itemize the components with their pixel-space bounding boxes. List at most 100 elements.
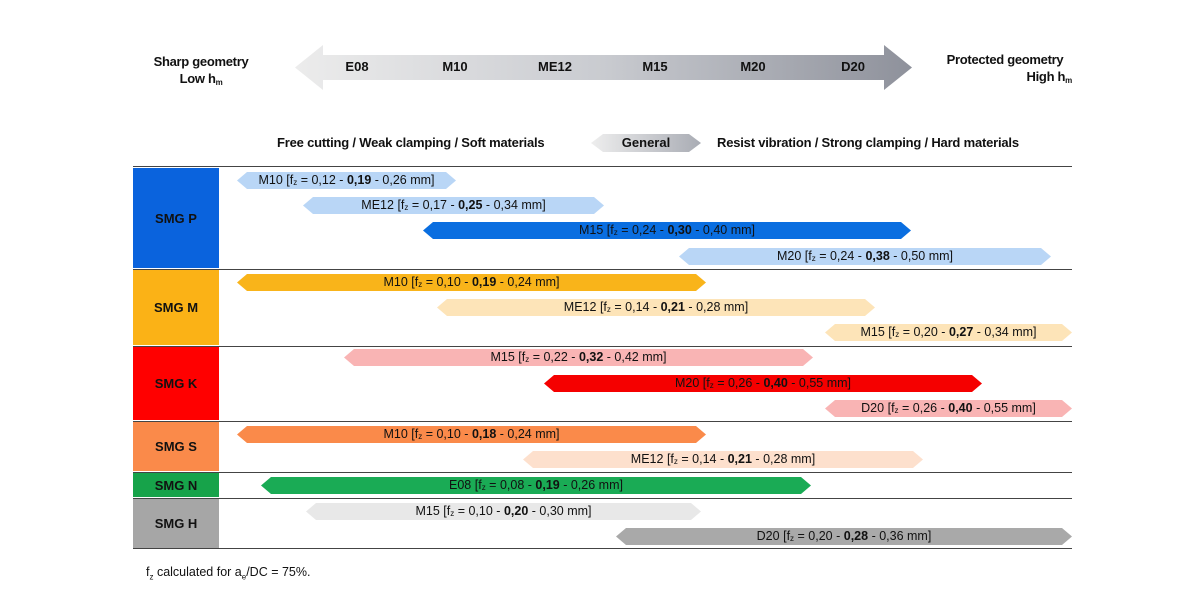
divider bbox=[133, 548, 1072, 549]
bracket: ] bbox=[619, 478, 623, 492]
fz-symbol: f bbox=[603, 300, 607, 314]
fz-symbol: f bbox=[400, 198, 405, 212]
fz-max: 0,28 bbox=[763, 452, 788, 466]
unit: mm bbox=[903, 529, 928, 543]
divider bbox=[133, 421, 1072, 422]
sep: - bbox=[937, 401, 949, 415]
grade-name: E08 bbox=[449, 478, 472, 492]
fz-max: 0,36 bbox=[879, 529, 904, 543]
unit: mm bbox=[1008, 325, 1034, 339]
unit: mm bbox=[1008, 401, 1033, 415]
fz-symbol: f bbox=[414, 427, 419, 441]
feed-bar-me12: ME12 [fz = 0,14 - 0,21 - 0,28 mm] bbox=[437, 299, 875, 316]
fz-symbol: f bbox=[478, 478, 482, 492]
sep: - bbox=[649, 300, 661, 314]
fz-recommended: 0,40 bbox=[763, 376, 788, 390]
feed-bar-m15: M15 [fz = 0,20 - 0,27 - 0,34 mm] bbox=[825, 324, 1072, 341]
fz-max: 0,26 bbox=[570, 478, 596, 492]
sep: - bbox=[524, 478, 536, 492]
fz-recommended: 0,32 bbox=[578, 350, 604, 364]
sharp-geometry-label: Sharp geometry bbox=[153, 54, 249, 69]
divider bbox=[133, 269, 1072, 270]
sep: - bbox=[656, 223, 668, 237]
fz-subscript: z bbox=[606, 305, 611, 314]
fz-symbol: f bbox=[808, 249, 812, 263]
left-scale-label: Sharp geometry Low hm bbox=[140, 53, 262, 91]
bracket: ] bbox=[588, 504, 592, 518]
bracket: [ bbox=[443, 504, 447, 518]
grade-name: D20 bbox=[756, 529, 780, 543]
bracket: ] bbox=[556, 275, 560, 289]
grade-name: M10 bbox=[383, 427, 408, 441]
grade-name: M15 bbox=[415, 504, 440, 518]
bracket: ] bbox=[1032, 401, 1036, 415]
feed-bar-m20: M20 [fz = 0,26 - 0,40 - 0,55 mm] bbox=[544, 375, 982, 392]
geometry-m20: M20 bbox=[740, 59, 766, 74]
fz-min: 0,22 bbox=[543, 350, 568, 364]
bracket: [ bbox=[783, 529, 787, 543]
grade-name: ME12 bbox=[563, 300, 597, 314]
grade-name: M10 bbox=[258, 173, 283, 187]
fz-max: 0,26 bbox=[382, 173, 407, 187]
bracket: ] bbox=[663, 350, 667, 364]
fz-subscript: z bbox=[790, 534, 795, 543]
geometry-e08: E08 bbox=[345, 59, 369, 74]
bracket: [ bbox=[804, 249, 809, 263]
fz-min: 0,20 bbox=[913, 325, 938, 339]
fz-recommended: 0,20 bbox=[503, 504, 529, 518]
footnote: fz calculated for ae/DC = 75%. bbox=[146, 565, 311, 582]
general-arrow: General bbox=[591, 134, 701, 152]
bracket: ] bbox=[556, 427, 560, 441]
sep: - bbox=[889, 249, 901, 263]
fz-subscript: z bbox=[418, 432, 423, 441]
feed-bar-m15: M15 [fz = 0,22 - 0,32 - 0,42 mm] bbox=[344, 349, 813, 366]
equals: = bbox=[408, 198, 423, 212]
grade-name: ME12 bbox=[630, 452, 664, 466]
feed-bar-m15: M15 [fz = 0,10 - 0,20 - 0,30 mm] bbox=[306, 503, 701, 520]
sep: - bbox=[691, 223, 703, 237]
group-label-smg-p: SMG P bbox=[133, 168, 219, 268]
unit: mm bbox=[531, 275, 557, 289]
sep: - bbox=[528, 504, 540, 518]
bracket: ] bbox=[751, 223, 756, 237]
geometry-m15: M15 bbox=[642, 59, 668, 74]
fz-subscript: z bbox=[709, 381, 714, 390]
unit: mm bbox=[595, 478, 620, 492]
fz-recommended: 0,30 bbox=[667, 223, 692, 237]
sep: - bbox=[559, 478, 571, 492]
divider bbox=[133, 498, 1072, 499]
fz-subscript: z bbox=[895, 330, 900, 339]
sep: - bbox=[854, 249, 866, 263]
fz-subscript: z bbox=[894, 406, 899, 415]
sep: - bbox=[973, 325, 985, 339]
fz-symbol: f bbox=[891, 401, 895, 415]
fz-min: 0,20 bbox=[808, 529, 833, 543]
unit: mm bbox=[720, 300, 745, 314]
fz-symbol: f bbox=[289, 173, 294, 187]
equals: = bbox=[422, 275, 437, 289]
fz-symbol: f bbox=[891, 325, 896, 339]
fz-max: 0,30 bbox=[539, 504, 564, 518]
fz-min: 0,26 bbox=[727, 376, 753, 390]
fz-subscript: z bbox=[525, 355, 530, 364]
bracket: ] bbox=[542, 198, 546, 212]
equals: = bbox=[898, 401, 913, 415]
fz-recommended: 0,25 bbox=[458, 198, 483, 212]
high-hm-label: High hm bbox=[1026, 69, 1073, 85]
grade-name: M15 bbox=[578, 223, 604, 237]
fz-min: 0,17 bbox=[422, 198, 447, 212]
fz-min: 0,24 bbox=[631, 223, 657, 237]
fz-max: 0,55 bbox=[983, 401, 1009, 415]
sep: - bbox=[787, 376, 799, 390]
fz-symbol: f bbox=[414, 275, 419, 289]
grade-name: M20 bbox=[674, 376, 700, 390]
fz-recommended: 0,21 bbox=[727, 452, 752, 466]
divider bbox=[133, 166, 1072, 167]
divider bbox=[133, 472, 1072, 473]
fz-subscript: z bbox=[293, 178, 298, 187]
geometry-scale-arrow bbox=[295, 45, 912, 90]
unit: mm bbox=[823, 376, 848, 390]
fz-recommended: 0,18 bbox=[471, 427, 497, 441]
bracket: ] bbox=[431, 173, 435, 187]
grade-name: D20 bbox=[861, 401, 885, 415]
